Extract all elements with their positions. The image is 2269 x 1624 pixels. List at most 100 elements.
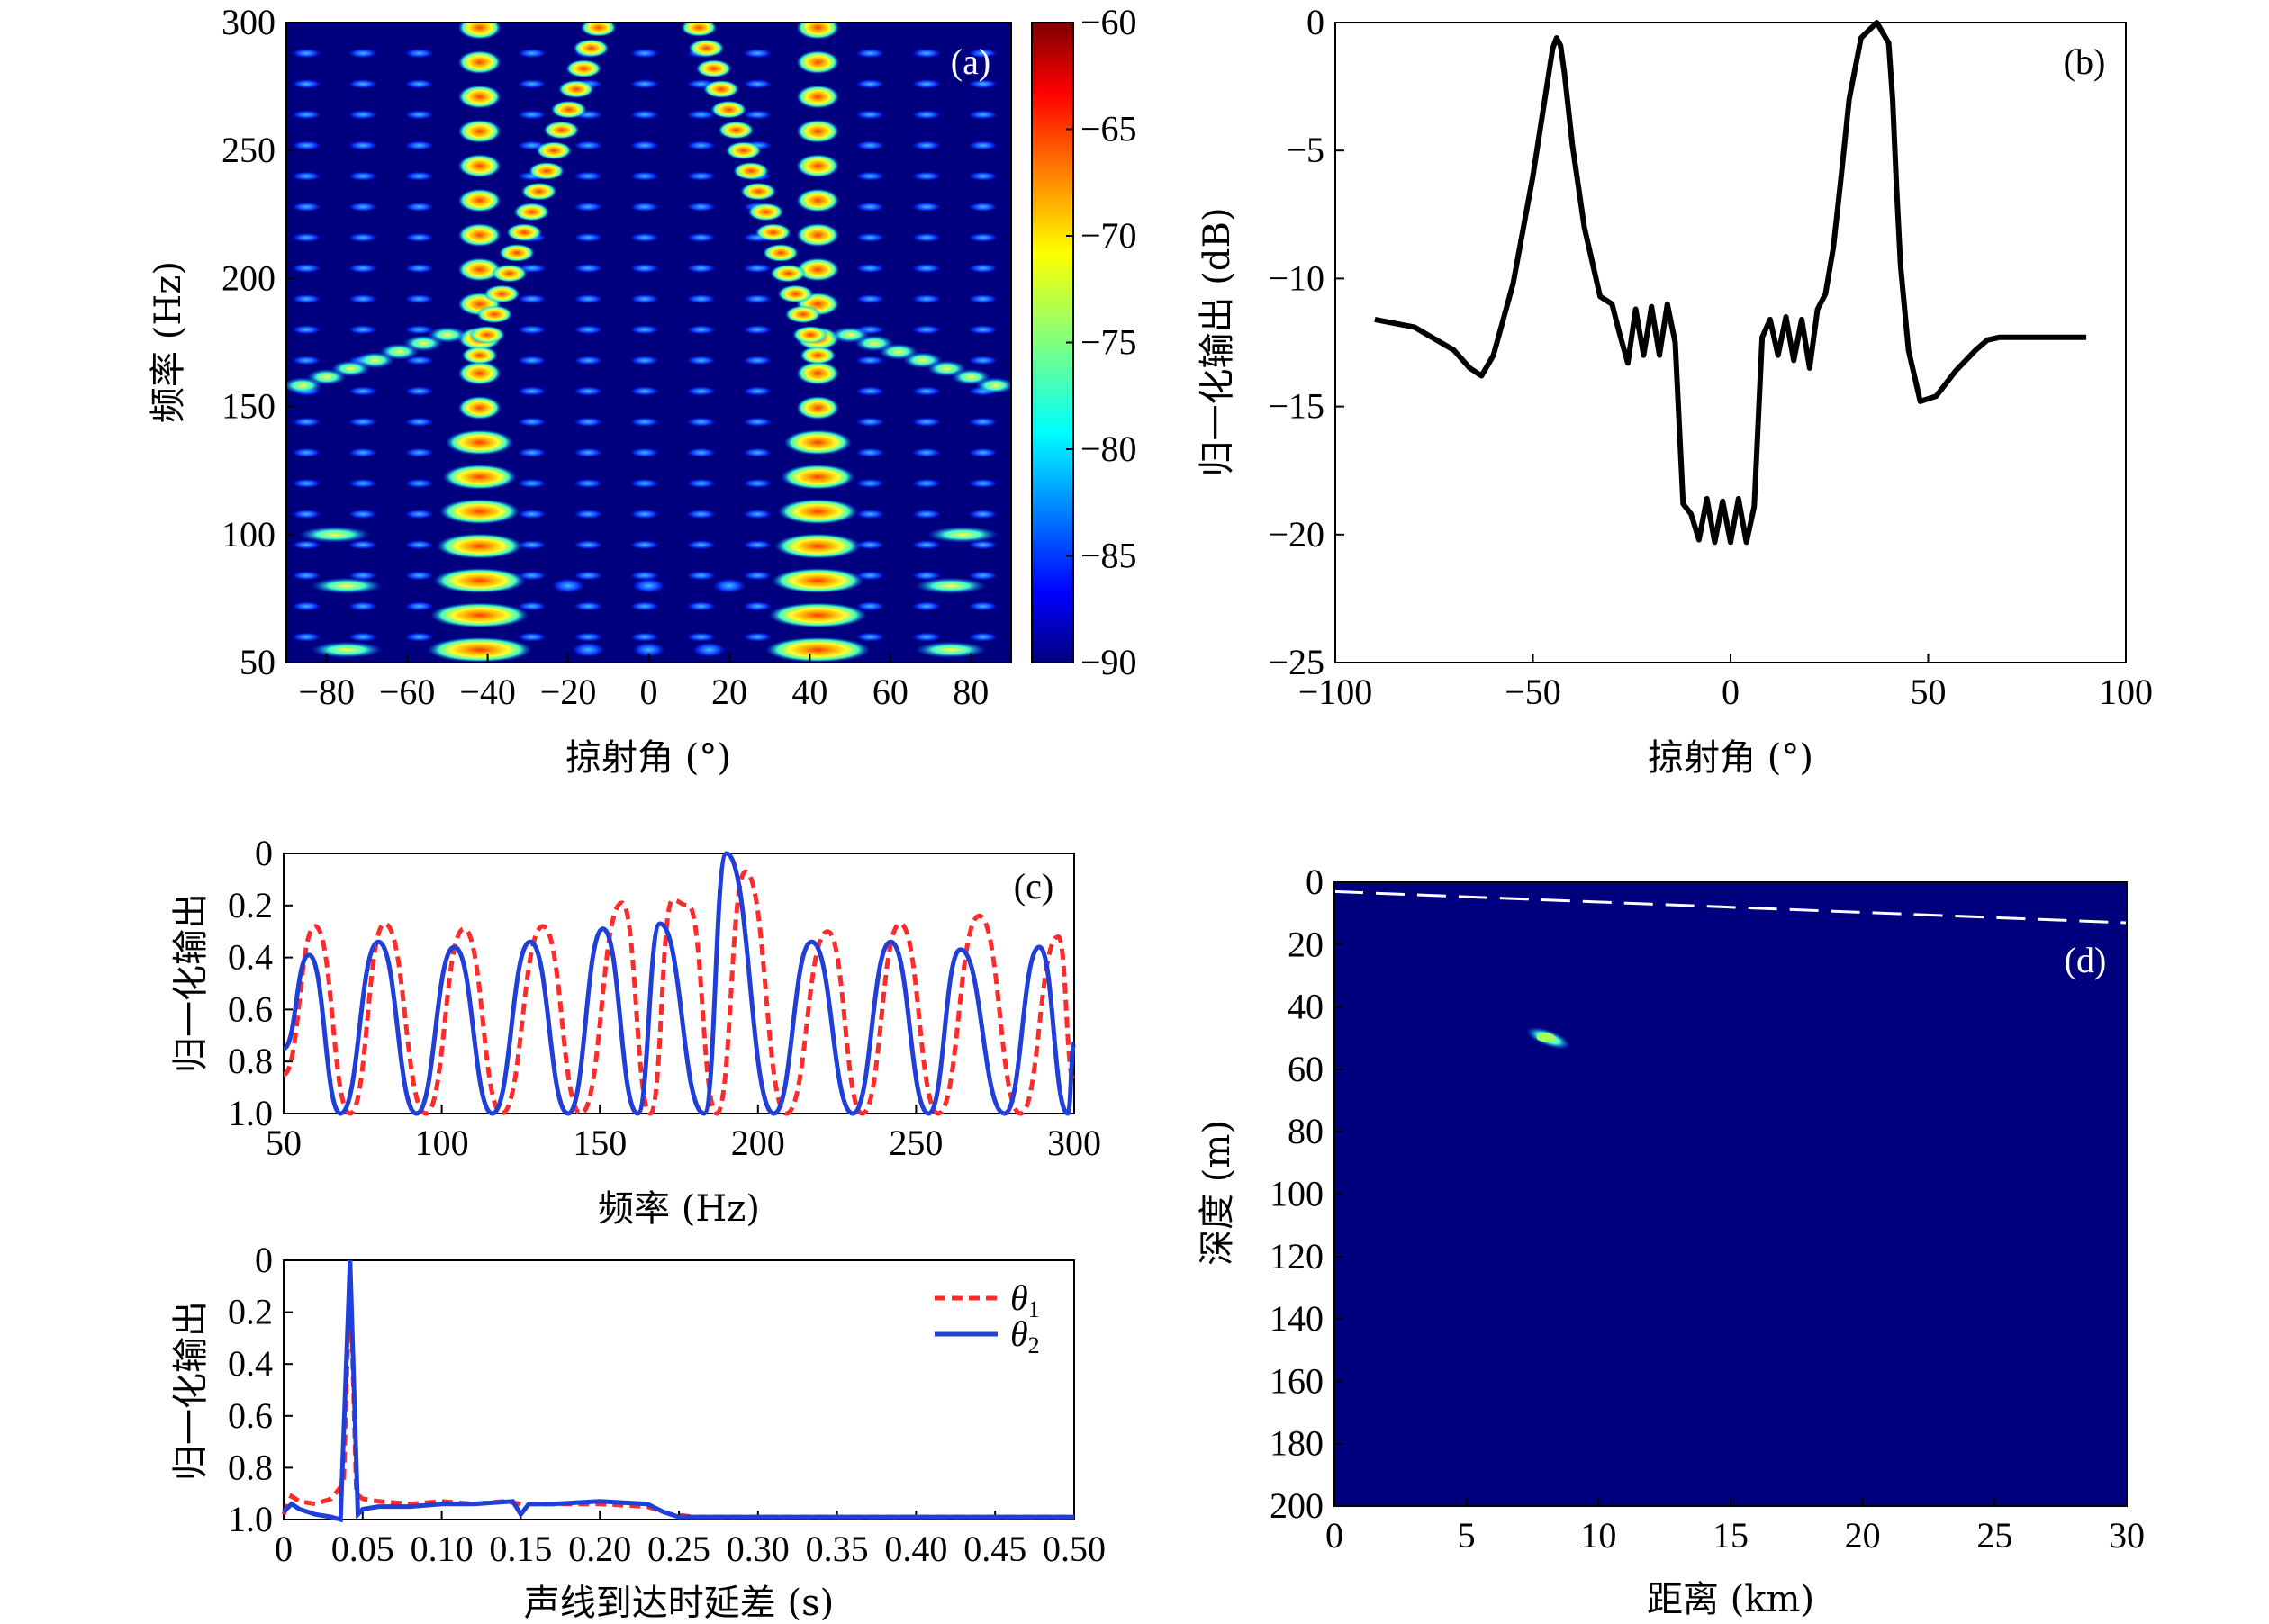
heat-blob-a-315 <box>552 578 585 593</box>
heat-blob-a-27 <box>630 571 660 581</box>
heat-blob-a-29 <box>743 571 773 581</box>
y-tick-label-d: 20 <box>1288 924 1324 964</box>
heat-blob-a-141 <box>912 264 942 274</box>
heat-blob-a-194 <box>743 110 773 120</box>
heat-blob-a-210 <box>348 49 377 59</box>
heat-blob-a-317 <box>712 578 746 593</box>
heat-blob-a-58 <box>517 478 547 488</box>
heat-blob-a-90 <box>404 386 434 396</box>
heat-blob-a-231 <box>781 464 855 490</box>
x-tick-label-b: −50 <box>1505 672 1561 712</box>
x-tick-label-c: 200 <box>731 1123 785 1163</box>
heat-blob-a-40 <box>743 540 773 550</box>
heat-blob-a-311 <box>927 526 999 543</box>
heat-blob-a-35 <box>404 540 434 550</box>
heat-blob-a-33 <box>292 540 321 550</box>
heat-blob-a-123 <box>404 294 434 304</box>
heat-blob-a-86 <box>912 417 942 427</box>
x-tick-label-d: 5 <box>1458 1515 1476 1556</box>
heat-blob-a-258 <box>461 346 498 365</box>
y-tick-label-a: 100 <box>221 514 276 555</box>
heat-blob-a-65 <box>968 478 998 488</box>
x-tick-label-a: −40 <box>459 672 516 712</box>
x-tick-label-b: 50 <box>1911 672 1947 712</box>
heat-blob-a-198 <box>292 79 321 89</box>
x-axis-label-b: 掠射角 (°) <box>1648 737 1813 779</box>
heat-blob-a-44 <box>292 510 321 519</box>
x-tick-label-delay: 0.50 <box>1043 1529 1106 1569</box>
heat-blob-a-85 <box>855 417 885 427</box>
heat-blob-a-36 <box>517 540 547 550</box>
heat-blob-a-1 <box>348 632 377 642</box>
heat-blob-a-163 <box>912 202 942 212</box>
heat-blob-a-236 <box>457 361 502 385</box>
heat-blob-a-148 <box>630 232 660 242</box>
panel-c: 50 100 150 200 250 300 1.0 0.8 0.6 0.4 0.2 0 (c) 频率… <box>170 833 1101 1230</box>
y-tick-label-d: 120 <box>1270 1236 1324 1277</box>
heat-blob-a-193 <box>686 110 716 120</box>
heat-blob-a-153 <box>968 232 998 242</box>
heat-blob-a-200 <box>404 79 434 89</box>
heat-blob-a-247 <box>796 188 840 212</box>
heat-blob-a-285 <box>703 79 739 98</box>
heat-blob-a-92 <box>574 386 603 396</box>
heat-blob-a-0 <box>292 632 321 642</box>
heat-blob-a-125 <box>574 294 603 304</box>
heat-blob-a-268 <box>498 243 535 262</box>
heat-blob-a-63 <box>855 478 885 488</box>
legend-label-theta1: θ1 <box>1010 1277 1040 1322</box>
heat-blob-a-62 <box>743 478 773 488</box>
heat-blob-a-149 <box>686 232 716 242</box>
heat-blob-a-82 <box>630 417 660 427</box>
heat-blob-a-57 <box>404 478 434 488</box>
y-tick-label-delay: 1.0 <box>228 1499 273 1539</box>
heat-blob-a-187 <box>292 110 321 120</box>
y-axis-label-d: 深度 (m) <box>1197 1120 1238 1266</box>
heat-blob-a-160 <box>686 202 716 212</box>
plot-frame-c <box>283 853 1075 1114</box>
heat-blob-a-220 <box>427 636 532 663</box>
heat-blob-a-7 <box>743 632 773 642</box>
series-line-delay-blue <box>282 1259 1074 1523</box>
source-peak-core <box>1536 1033 1555 1042</box>
heat-blob-a-212 <box>517 49 547 59</box>
heat-blob-a-83 <box>686 417 716 427</box>
heat-blob-a-278 <box>536 141 573 160</box>
heat-blob-a-273 <box>747 203 784 221</box>
heat-blob-a-267 <box>770 264 807 283</box>
heat-blob-a-126 <box>630 294 660 304</box>
x-tick-label-delay: 0.40 <box>884 1529 947 1569</box>
heat-blob-a-154 <box>292 202 321 212</box>
y-tick-label-delay: 0.4 <box>228 1343 273 1384</box>
heat-blob-a-177 <box>348 140 377 150</box>
heat-blob-a-52 <box>855 510 885 519</box>
heat-blob-a-165 <box>292 171 321 181</box>
heat-blob-a-68 <box>404 447 434 457</box>
heat-blob-a-38 <box>630 540 660 550</box>
x-axis-label-d: 距离 (km) <box>1647 1579 1814 1620</box>
heat-blob-a-64 <box>912 478 942 488</box>
heat-blob-a-219 <box>968 49 998 59</box>
heat-blob-a-287 <box>695 59 732 78</box>
heat-blob-a-190 <box>517 110 547 120</box>
heat-blob-a-291 <box>681 23 718 37</box>
heat-blob-a-186 <box>968 140 998 150</box>
heat-blob-a-69 <box>517 447 547 457</box>
heat-blob-a-255 <box>796 50 840 75</box>
x-tick-label-a: 0 <box>640 672 658 712</box>
x-tick-label-delay: 0.15 <box>489 1529 552 1569</box>
heat-blob-a-316 <box>632 578 665 593</box>
panel-label-b: (b) <box>2064 41 2106 82</box>
heat-blob-a-77 <box>292 417 321 427</box>
heat-blob-a-53 <box>912 510 942 519</box>
heat-blob-a-265 <box>777 284 814 303</box>
y-tick-label-d: 60 <box>1288 1049 1324 1089</box>
heat-blob-a-91 <box>517 386 547 396</box>
heat-blob-a-167 <box>404 171 434 181</box>
heat-blob-a-243 <box>796 257 840 282</box>
heat-blob-a-314 <box>632 642 665 657</box>
heatmap-d-background <box>1334 882 2127 1506</box>
heat-blob-a-305 <box>975 377 1011 394</box>
heat-blob-a-290 <box>580 23 617 37</box>
x-tick-label-a: 20 <box>711 672 747 712</box>
